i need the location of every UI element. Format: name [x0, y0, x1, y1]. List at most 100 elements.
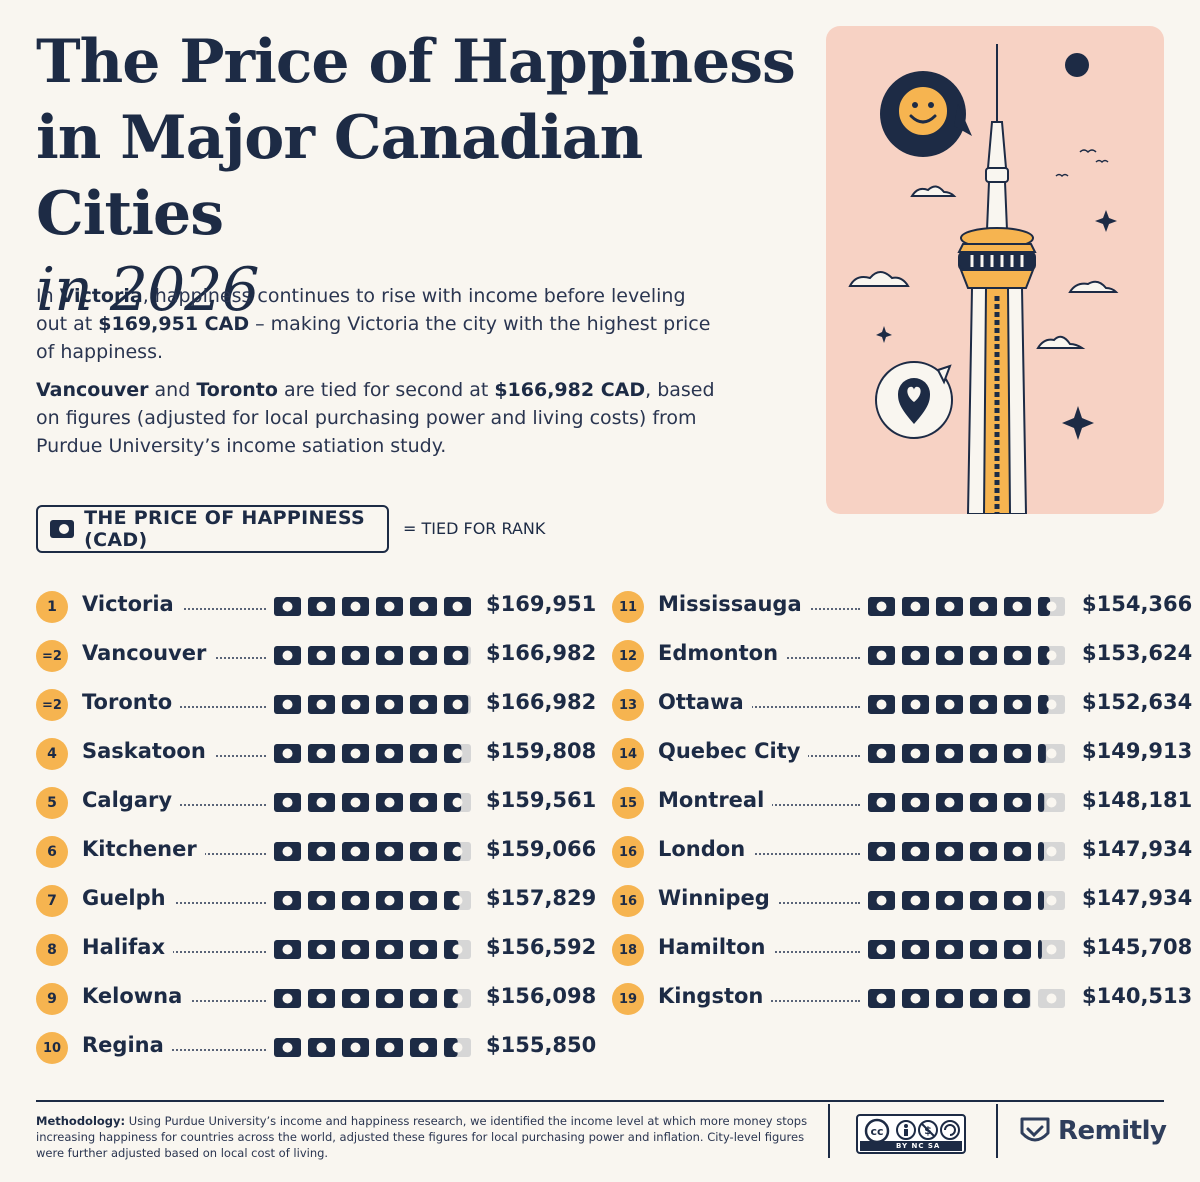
bill-bar: [868, 744, 1065, 763]
footer-separator-2: [996, 1104, 998, 1158]
city-name: Kingston: [658, 984, 772, 1008]
intro-p2-run-3: are tied for second at: [277, 379, 495, 401]
money-bill-icon: [970, 744, 997, 763]
money-bill-icon: [342, 940, 369, 959]
money-bill-icon: [970, 842, 997, 861]
money-bill-icon: [410, 989, 437, 1008]
money-bill-icon: [376, 695, 403, 714]
leader-dots: [672, 706, 860, 708]
ranking-row: 1 Victoria $169,951: [36, 583, 596, 631]
bill-bar: [274, 597, 471, 616]
methodology-label: Methodology:: [36, 1114, 126, 1128]
city-name: Guelph: [82, 886, 174, 910]
money-bill-icon: [1004, 646, 1031, 665]
money-bill-icon: [1038, 989, 1065, 1008]
cc-license-icon: cc $: [860, 1118, 962, 1151]
money-bill-icon: [308, 989, 335, 1008]
money-bill-icon: [308, 646, 335, 665]
brand-logo: Remitly: [1020, 1116, 1167, 1146]
money-bill-icon: [902, 793, 929, 812]
intro-p1-run-3: $169,951 CAD: [98, 313, 250, 335]
rank-badge: 19: [612, 983, 644, 1015]
rank-badge: 8: [36, 934, 68, 966]
city-name: Winnipeg: [658, 886, 778, 910]
price-label: $153,624: [1082, 641, 1193, 665]
price-label: $149,913: [1082, 739, 1193, 763]
money-bill-icon: [308, 695, 335, 714]
price-label: $154,366: [1082, 592, 1193, 616]
money-bill-icon: [868, 940, 895, 959]
rank-badge: 15: [612, 787, 644, 819]
rank-badge: 10: [36, 1032, 68, 1064]
clouds: [848, 185, 1119, 349]
intro-text: In Victoria, happiness continues to rise…: [36, 282, 716, 470]
rank-badge: 13: [612, 689, 644, 721]
money-bill-icon: [1038, 695, 1065, 714]
city-name: Saskatoon: [82, 739, 214, 763]
money-bill-icon: [936, 744, 963, 763]
money-bill-icon: [936, 695, 963, 714]
price-label: $166,982: [486, 641, 597, 665]
money-bill-icon: [342, 793, 369, 812]
money-bill-icon: [444, 597, 471, 616]
rank-badge: =2: [36, 640, 68, 672]
money-bill-icon: [1038, 646, 1065, 665]
money-bill-icon: [936, 989, 963, 1008]
remitly-handshake-icon: [1020, 1117, 1050, 1142]
money-bill-icon: [274, 646, 301, 665]
money-bill-icon: [970, 646, 997, 665]
title-line-2: in Major Canadian Cities: [36, 103, 643, 249]
city-name: Ottawa: [658, 690, 752, 714]
money-bill-icon: [1004, 940, 1031, 959]
money-bill-icon: [444, 940, 471, 959]
bill-bar: [274, 646, 471, 665]
money-bill-icon: [1038, 744, 1065, 763]
ranking-row: 16 Winnipeg $147,934: [612, 877, 1192, 925]
money-bill-icon: [868, 891, 895, 910]
money-bill-icon: [342, 597, 369, 616]
money-bill-icon: [410, 646, 437, 665]
price-label: $156,098: [486, 984, 597, 1008]
bill-bar: [274, 793, 471, 812]
tower: [957, 44, 1037, 514]
money-bill-icon: [868, 842, 895, 861]
cc-text: BY NC SA: [896, 1142, 941, 1150]
ranking-row: 11 Mississauga $154,366: [612, 583, 1192, 631]
money-bill-icon: [342, 989, 369, 1008]
ranking-row: 7 Guelph $157,829: [36, 877, 596, 925]
price-label: $169,951: [486, 592, 597, 616]
money-bill-icon: [936, 597, 963, 616]
moon-icon: [1065, 53, 1089, 77]
bill-bar: [274, 940, 471, 959]
money-bill-icon: [342, 646, 369, 665]
brand-name: Remitly: [1058, 1116, 1167, 1146]
money-bill-icon: [342, 891, 369, 910]
intro-paragraph-2: Vancouver and Toronto are tied for secon…: [36, 376, 716, 460]
money-bill-icon: [1004, 744, 1031, 763]
rank-badge: 18: [612, 934, 644, 966]
money-bill-icon: [410, 597, 437, 616]
tie-note: = TIED FOR RANK: [403, 519, 546, 538]
footer-separator: [828, 1104, 830, 1158]
intro-p1-run-1: Victoria: [59, 285, 143, 307]
rank-badge: 14: [612, 738, 644, 770]
money-bill-icon: [868, 646, 895, 665]
bill-bar: [868, 646, 1065, 665]
rank-badge: 16: [612, 836, 644, 868]
money-bill-icon: [308, 793, 335, 812]
money-bill-icon: [274, 891, 301, 910]
rank-badge: 7: [36, 885, 68, 917]
money-bill-icon: [868, 695, 895, 714]
bill-bar: [868, 695, 1065, 714]
price-label: $148,181: [1082, 788, 1193, 812]
ranking-row: 16 London $147,934: [612, 828, 1192, 876]
cn-tower-svg: [848, 44, 1119, 514]
money-bill-icon: [376, 989, 403, 1008]
ranking-row: =2 Vancouver $166,982: [36, 632, 596, 680]
money-bill-icon: [444, 744, 471, 763]
money-bill-icon: [274, 1038, 301, 1057]
money-bill-icon: [444, 1038, 471, 1057]
intro-p2-run-2: Toronto: [196, 379, 278, 401]
price-label: $145,708: [1082, 935, 1193, 959]
sparkles: [876, 210, 1117, 440]
